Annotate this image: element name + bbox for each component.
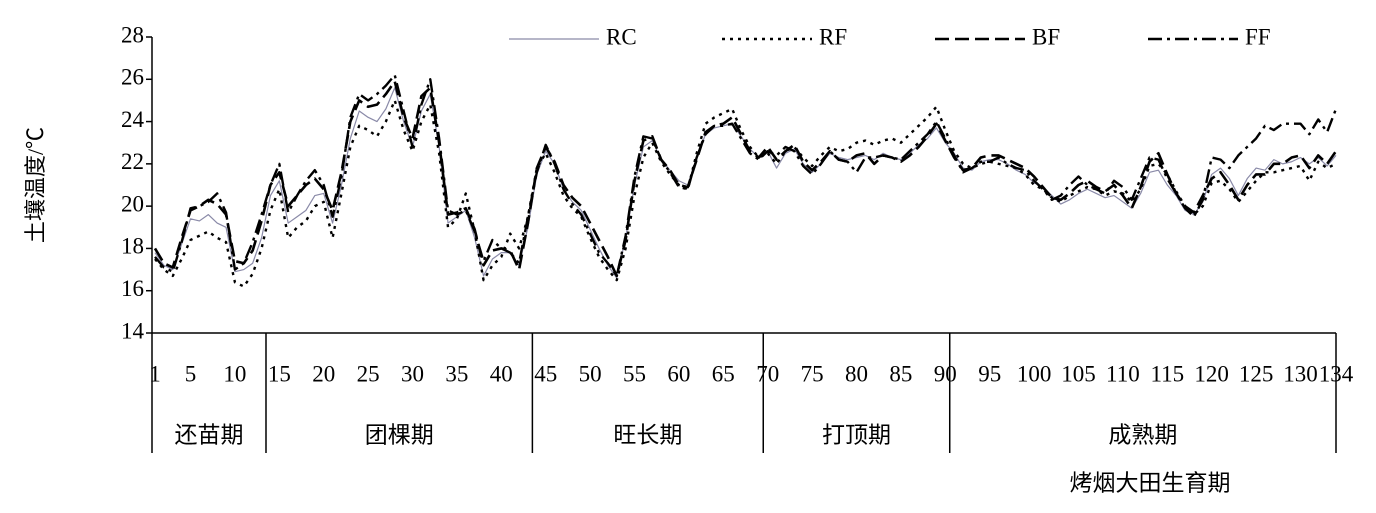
stage-label: 旺长期	[613, 422, 682, 447]
x-tick-label: 105	[1061, 361, 1096, 386]
legend-label: RF	[819, 24, 847, 49]
x-tick-label: 65	[712, 361, 735, 386]
legend-label: FF	[1245, 24, 1271, 49]
stage-label: 成熟期	[1108, 422, 1177, 447]
stage-label: 还苗期	[174, 422, 243, 447]
x-tick-label: 45	[534, 361, 557, 386]
x-tick-label: 15	[268, 361, 291, 386]
x-tick-label: 95	[978, 361, 1001, 386]
x-tick-label: 75	[801, 361, 824, 386]
x-tick-label: 125	[1239, 361, 1274, 386]
stage-label: 团棵期	[365, 422, 434, 447]
y-tick-label: 24	[121, 107, 145, 132]
series-line	[154, 99, 1337, 288]
x-tick-label: 1	[149, 361, 161, 386]
y-tick-label: 26	[121, 65, 144, 90]
y-tick-label: 14	[121, 318, 145, 343]
x-tick-label: 80	[845, 361, 868, 386]
x-tick-label: 35	[445, 361, 468, 386]
x-tick-label: 120	[1194, 361, 1229, 386]
x-tick-label: 25	[357, 361, 380, 386]
x-tick-label: 40	[490, 361, 513, 386]
series-line	[154, 87, 1337, 279]
x-tick-label: 130	[1283, 361, 1318, 386]
y-tick-label: 16	[121, 276, 144, 301]
x-tick-label: 110	[1106, 361, 1140, 386]
x-tick-label: 60	[667, 361, 690, 386]
x-tick-label: 5	[185, 361, 197, 386]
y-axis-title: 土壤温度/℃	[23, 127, 48, 243]
legend-label: RC	[606, 24, 637, 49]
x-axis-title: 烤烟大田生育期	[1070, 470, 1231, 495]
x-tick-label: 10	[223, 361, 246, 386]
x-tick-label: 55	[623, 361, 646, 386]
y-tick-label: 18	[121, 234, 144, 259]
x-tick-label: 30	[401, 361, 424, 386]
x-tick-label: 115	[1150, 361, 1184, 386]
series-line	[154, 73, 1338, 278]
stage-label: 打顶期	[822, 422, 891, 447]
y-tick-label: 20	[121, 191, 144, 216]
x-tick-label: 70	[756, 361, 779, 386]
x-tick-label: 50	[579, 361, 602, 386]
x-tick-label: 20	[312, 361, 335, 386]
y-tick-label: 22	[121, 149, 144, 174]
x-tick-label: 85	[889, 361, 912, 386]
legend-label: BF	[1032, 24, 1060, 49]
y-tick-label: 28	[121, 22, 144, 47]
x-tick-label: 90	[934, 361, 957, 386]
series-line	[153, 80, 1338, 278]
x-tick-label: 100	[1017, 361, 1052, 386]
